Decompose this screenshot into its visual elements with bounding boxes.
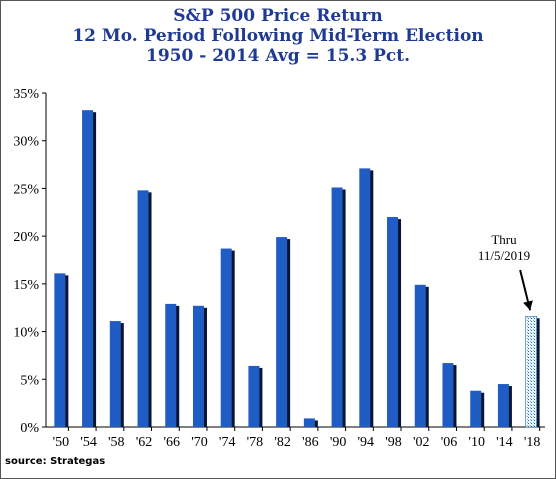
y-tick-label: 0% <box>20 421 39 436</box>
y-tick-label: 35% <box>13 87 39 102</box>
chart-title-line-2: 12 Mo. Period Following Mid-Term Electio… <box>72 26 484 46</box>
x-tick-label: '94 <box>358 435 375 450</box>
y-tick-label: 15% <box>13 278 39 293</box>
y-tick-label: 5% <box>20 373 39 388</box>
x-tick-label: '06 <box>441 435 458 450</box>
bar <box>54 273 66 427</box>
x-tick-label: '70 <box>191 435 208 450</box>
bar <box>470 390 482 427</box>
y-tick-label: 20% <box>13 230 39 245</box>
annotation-line-1: Thru <box>491 232 517 247</box>
bar <box>497 384 509 427</box>
annotation-arrow <box>519 269 533 311</box>
x-tick-label: '74 <box>219 435 236 450</box>
chart-bars <box>54 110 540 428</box>
bar <box>442 363 454 427</box>
x-tick-label: '58 <box>108 435 125 450</box>
source-note: source: Strategas <box>5 456 106 467</box>
annotation-line-2: 11/5/2019 <box>477 248 531 263</box>
bar <box>109 321 121 427</box>
annotation-text: Thru 11/5/2019 <box>464 232 544 264</box>
bar-highlighted <box>525 316 537 428</box>
x-tick-label: '50 <box>53 435 70 450</box>
bar <box>359 168 371 428</box>
x-tick-label: '02 <box>413 435 430 450</box>
x-tick-label: '10 <box>468 435 485 450</box>
y-tick-label: 30% <box>13 135 39 150</box>
bar <box>192 305 204 427</box>
chart-title-line-3: 1950 - 2014 Avg = 15.3 Pct. <box>145 46 410 66</box>
x-tick-label: '66 <box>163 435 180 450</box>
x-tick-label: '98 <box>385 435 402 450</box>
bar <box>387 217 399 427</box>
chart-title-line-1: S&P 500 Price Return <box>173 6 383 26</box>
bar <box>303 418 315 427</box>
x-tick-label: '86 <box>302 435 319 450</box>
x-tick-label: '62 <box>136 435 153 450</box>
bar <box>220 248 232 427</box>
bar <box>331 187 343 427</box>
x-tick-label: '78 <box>247 435 264 450</box>
x-tick-label: '14 <box>496 435 513 450</box>
y-tick-label: 10% <box>13 326 39 341</box>
x-tick-label: '90 <box>330 435 347 450</box>
bar <box>248 365 260 427</box>
x-tick-label: '18 <box>524 435 541 450</box>
y-tick-label: 25% <box>13 182 39 197</box>
chart-axes <box>42 92 545 431</box>
bar <box>165 303 177 427</box>
bar <box>137 190 149 427</box>
x-tick-label: '54 <box>80 435 97 450</box>
bar <box>276 237 288 427</box>
chart-labels: 0% 5% 10% 15% 20% 25% 30% 35% '50 '54 '58 '62 '66 '70… <box>13 87 540 450</box>
bar <box>82 110 94 428</box>
x-tick-label: '82 <box>274 435 291 450</box>
arrow-head <box>523 300 533 311</box>
bar <box>414 284 426 427</box>
